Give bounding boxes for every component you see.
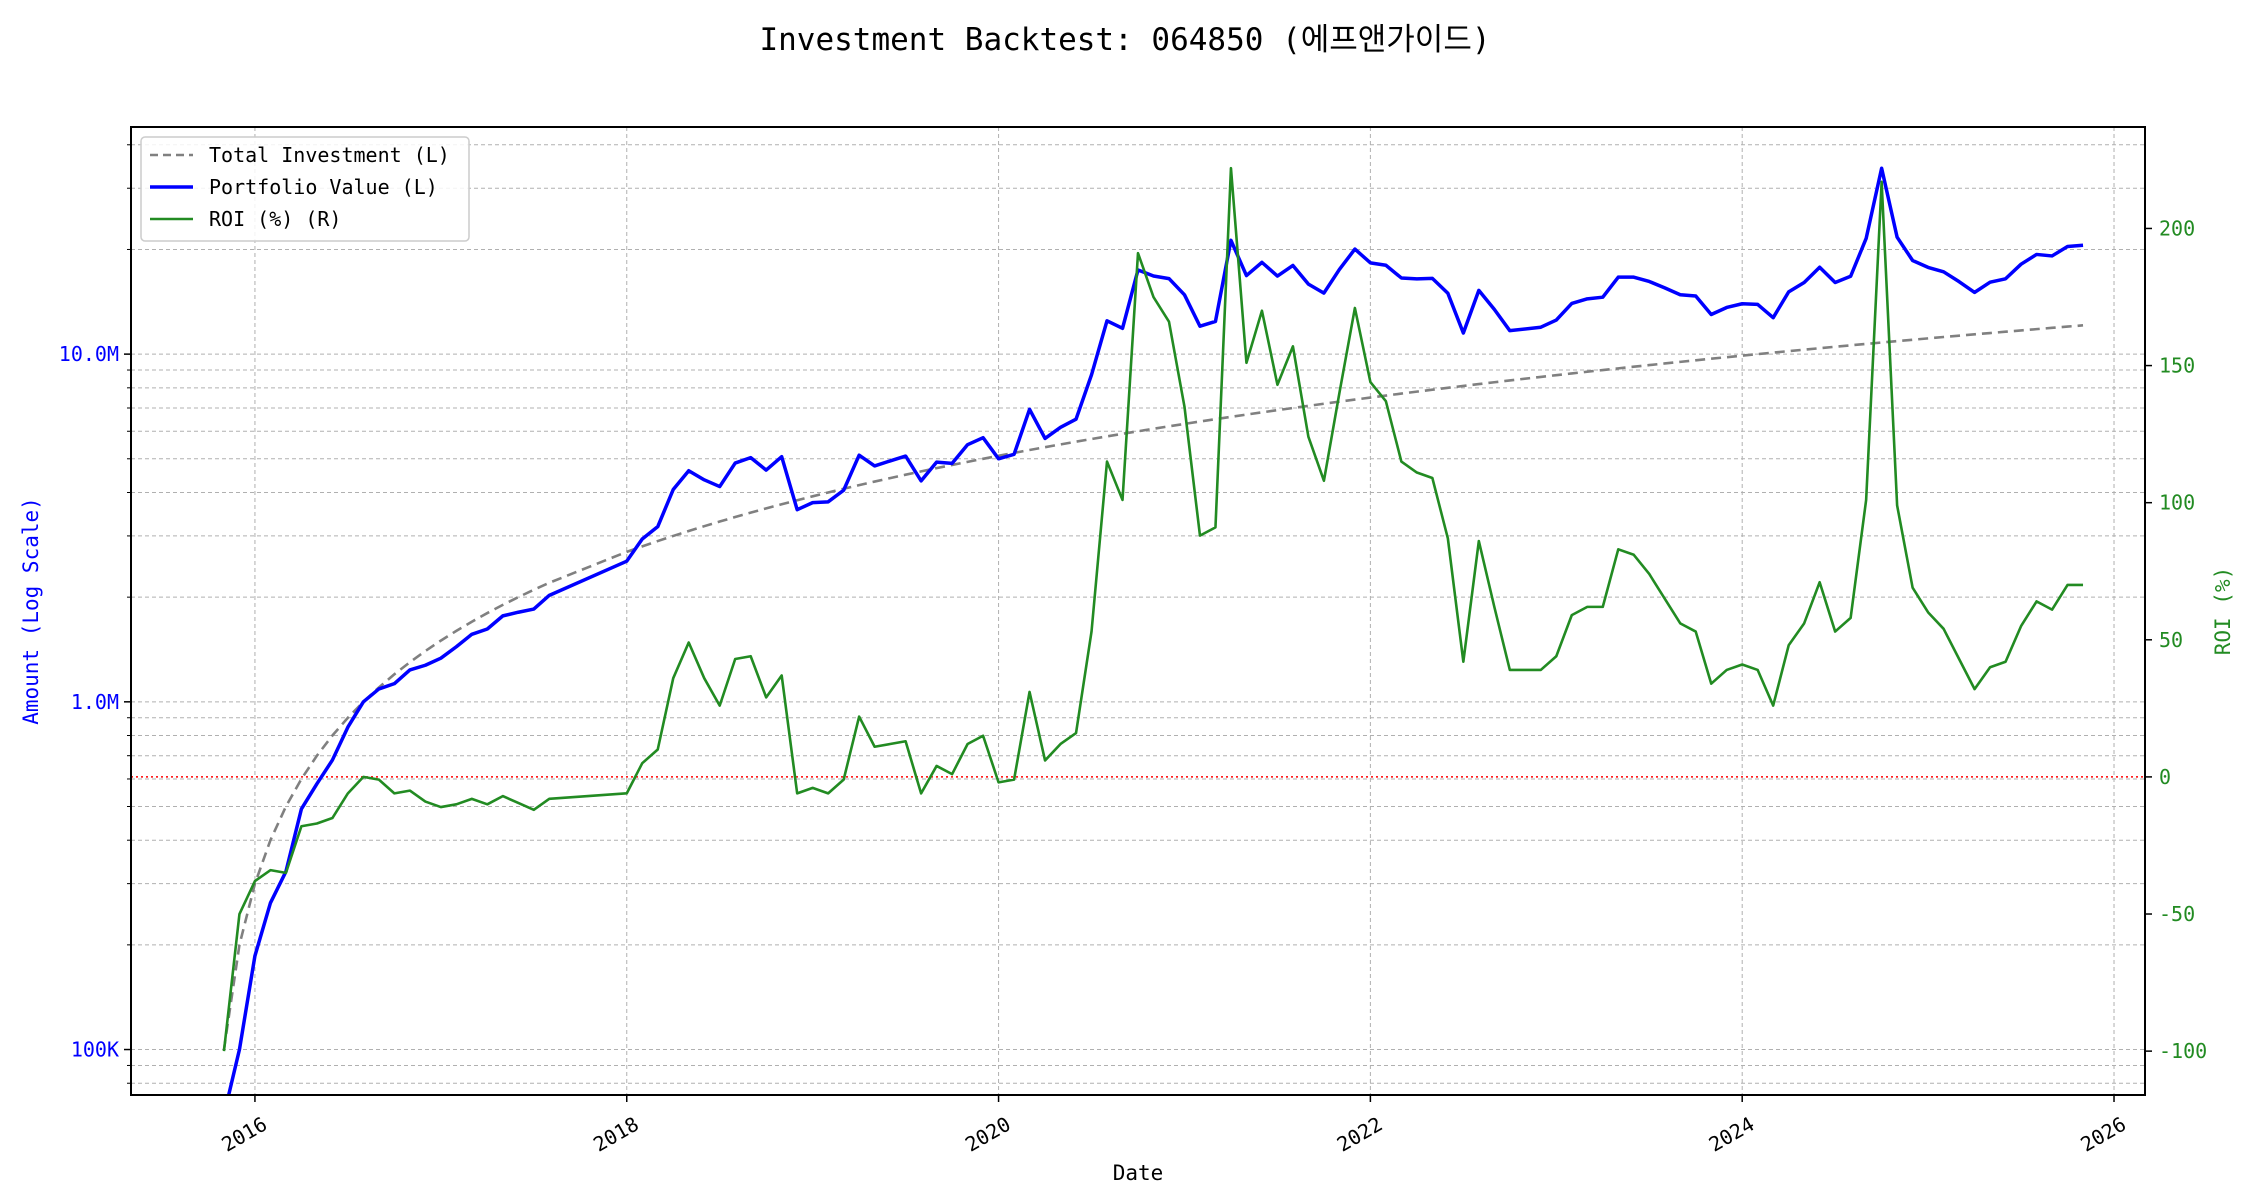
legend-box: [140, 136, 470, 242]
legend: Total Investment (L) Portfolio Value (L) R…: [140, 136, 470, 242]
plot-frame: [130, 126, 2146, 1096]
chart-title: Investment Backtest: 064850 (에프앤가이드): [759, 22, 1491, 58]
x-tick-label: 2024: [1705, 1112, 1759, 1157]
y-tick-label-left: 1.0M: [71, 690, 119, 714]
series-line-roi: [222, 166, 2084, 1052]
x-tick-label: 2026: [2076, 1112, 2130, 1157]
y-tick-label-right: 150: [2159, 354, 2195, 378]
y-tick-label-right: 100: [2159, 491, 2195, 515]
y-axis-label-left: Amount (Log Scale): [19, 497, 43, 725]
x-tick-label: 2016: [217, 1112, 271, 1157]
x-axis-label: Date: [1113, 1161, 1164, 1185]
legend-label: Total Investment (L): [209, 143, 450, 167]
series-line-total-investment: [222, 324, 2084, 1050]
x-tick-label: 2018: [589, 1112, 643, 1157]
legend-label: ROI (%) (R): [209, 207, 341, 231]
series-line-portfolio-value: [226, 166, 2084, 1095]
y-tick-label-left: 10.0M: [59, 342, 119, 366]
legend-label: Portfolio Value (L): [209, 175, 438, 199]
y-axis-label-right: ROI (%): [2211, 567, 2235, 656]
y-tick-label-right: -100: [2159, 1039, 2207, 1063]
y-tick-label-left: 100K: [71, 1038, 119, 1062]
y-tick-label-right: 0: [2159, 765, 2171, 789]
y-tick-label-right: 50: [2159, 628, 2183, 652]
x-tick-label: 2020: [961, 1112, 1015, 1157]
series-group: [222, 166, 2084, 1095]
y-tick-label-right: -50: [2159, 902, 2195, 926]
y-tick-label-right: 200: [2159, 216, 2195, 240]
x-tick-label: 2022: [1333, 1112, 1387, 1157]
